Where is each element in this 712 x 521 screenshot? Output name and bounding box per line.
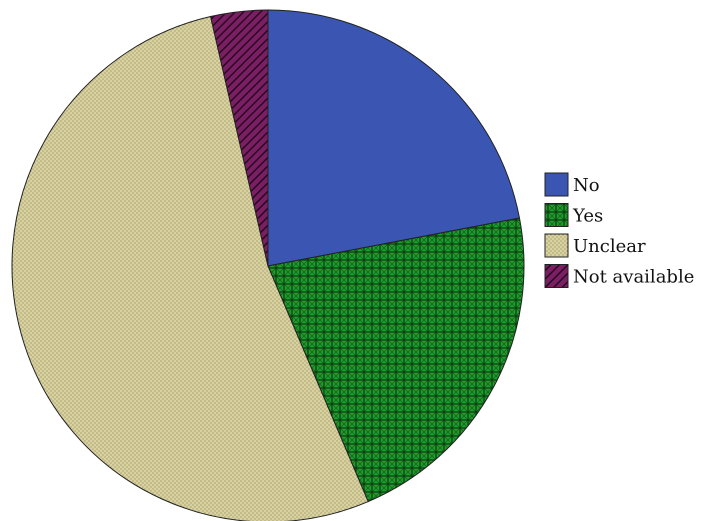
pie-slices xyxy=(11,9,525,521)
pie-slice-yes xyxy=(267,217,525,503)
legend-swatch-yes xyxy=(544,203,569,227)
legend-label-yes: Yes xyxy=(572,206,603,227)
legend-swatch-unclear xyxy=(544,233,569,258)
legend-item-no: No xyxy=(544,172,600,197)
legend-label-not-available: Not available xyxy=(573,267,694,288)
legend: No Yes Unclear Not available xyxy=(544,172,694,288)
pie-slice-not-available xyxy=(209,9,269,267)
legend-swatch-not-available xyxy=(544,264,569,288)
legend-item-yes: Yes xyxy=(544,203,603,227)
legend-label-unclear: Unclear xyxy=(573,236,646,257)
legend-item-unclear: Unclear xyxy=(544,233,646,258)
legend-label-no: No xyxy=(573,175,600,196)
pie-slice-unclear xyxy=(11,15,369,521)
legend-item-not-available: Not available xyxy=(544,264,694,288)
pie-slice-no xyxy=(267,9,521,267)
legend-swatch-no xyxy=(544,172,569,197)
